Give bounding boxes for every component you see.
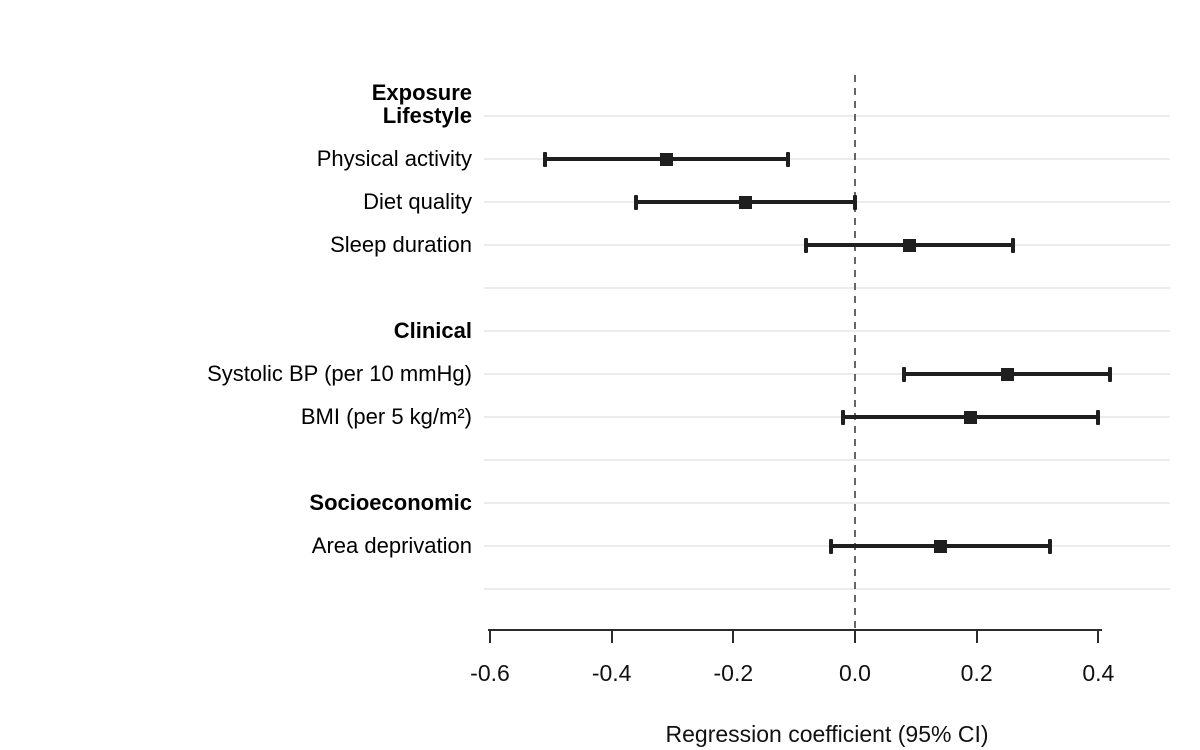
x-tick-label: -0.2 bbox=[713, 660, 754, 686]
row-gridline bbox=[484, 502, 1170, 504]
estimate-marker bbox=[659, 152, 673, 166]
row-gridline bbox=[484, 115, 1170, 117]
ci-cap-low bbox=[804, 237, 809, 253]
exposure-column-header: Exposure bbox=[371, 80, 472, 105]
x-tick-mark bbox=[610, 630, 613, 643]
group-label: Lifestyle bbox=[382, 103, 472, 128]
ci-cap-low bbox=[828, 538, 833, 554]
row-label: Sleep duration bbox=[330, 232, 472, 257]
ci-cap-high bbox=[1108, 366, 1113, 382]
row-label: Physical activity bbox=[316, 146, 472, 171]
x-tick-label: -0.6 bbox=[470, 660, 510, 686]
x-tick-mark bbox=[732, 630, 735, 643]
x-tick-label: -0.4 bbox=[591, 660, 632, 686]
ci-cap-high bbox=[1047, 538, 1052, 554]
row-label: Diet quality bbox=[363, 189, 472, 214]
group-label: Clinical bbox=[393, 318, 472, 343]
ci-cap-low bbox=[840, 409, 845, 425]
row-label: Systolic BP (per 10 mmHg) bbox=[207, 361, 472, 386]
row-gridline bbox=[484, 416, 1170, 418]
row-label: Area deprivation bbox=[311, 533, 472, 558]
x-axis-title: Regression coefficient (95% CI) bbox=[665, 721, 989, 747]
row-gridline bbox=[484, 330, 1170, 332]
group-label: Socioeconomic bbox=[309, 490, 472, 515]
ci-cap-high bbox=[1011, 237, 1016, 253]
estimate-marker bbox=[1000, 367, 1014, 381]
estimate-marker bbox=[964, 410, 978, 424]
x-tick-mark bbox=[1097, 630, 1100, 643]
estimate-marker bbox=[903, 238, 917, 252]
x-tick-label: 0.4 bbox=[1082, 660, 1115, 686]
row-gridline bbox=[484, 588, 1170, 590]
x-tick-label: 0.2 bbox=[960, 660, 993, 686]
row-gridline bbox=[484, 158, 1170, 160]
ci-cap-low bbox=[634, 194, 638, 210]
x-tick-mark bbox=[489, 630, 491, 643]
x-tick-label: 0.0 bbox=[839, 660, 871, 686]
zero-reference-line bbox=[854, 75, 856, 630]
x-tick-mark bbox=[975, 630, 978, 643]
row-gridline bbox=[484, 459, 1170, 461]
row-gridline bbox=[484, 545, 1170, 547]
ci-cap-high bbox=[786, 151, 791, 167]
ci-cap-low bbox=[901, 366, 906, 382]
x-tick-mark bbox=[854, 630, 856, 643]
ci-cap-high bbox=[1096, 409, 1101, 425]
row-gridline bbox=[484, 287, 1170, 289]
estimate-marker bbox=[933, 539, 947, 553]
row-label: BMI (per 5 kg/m²) bbox=[300, 404, 472, 429]
ci-cap-high bbox=[853, 194, 857, 210]
x-axis-line bbox=[488, 629, 1102, 631]
estimate-marker bbox=[739, 195, 752, 209]
ci-cap-low bbox=[542, 151, 547, 167]
row-gridline bbox=[484, 373, 1170, 375]
